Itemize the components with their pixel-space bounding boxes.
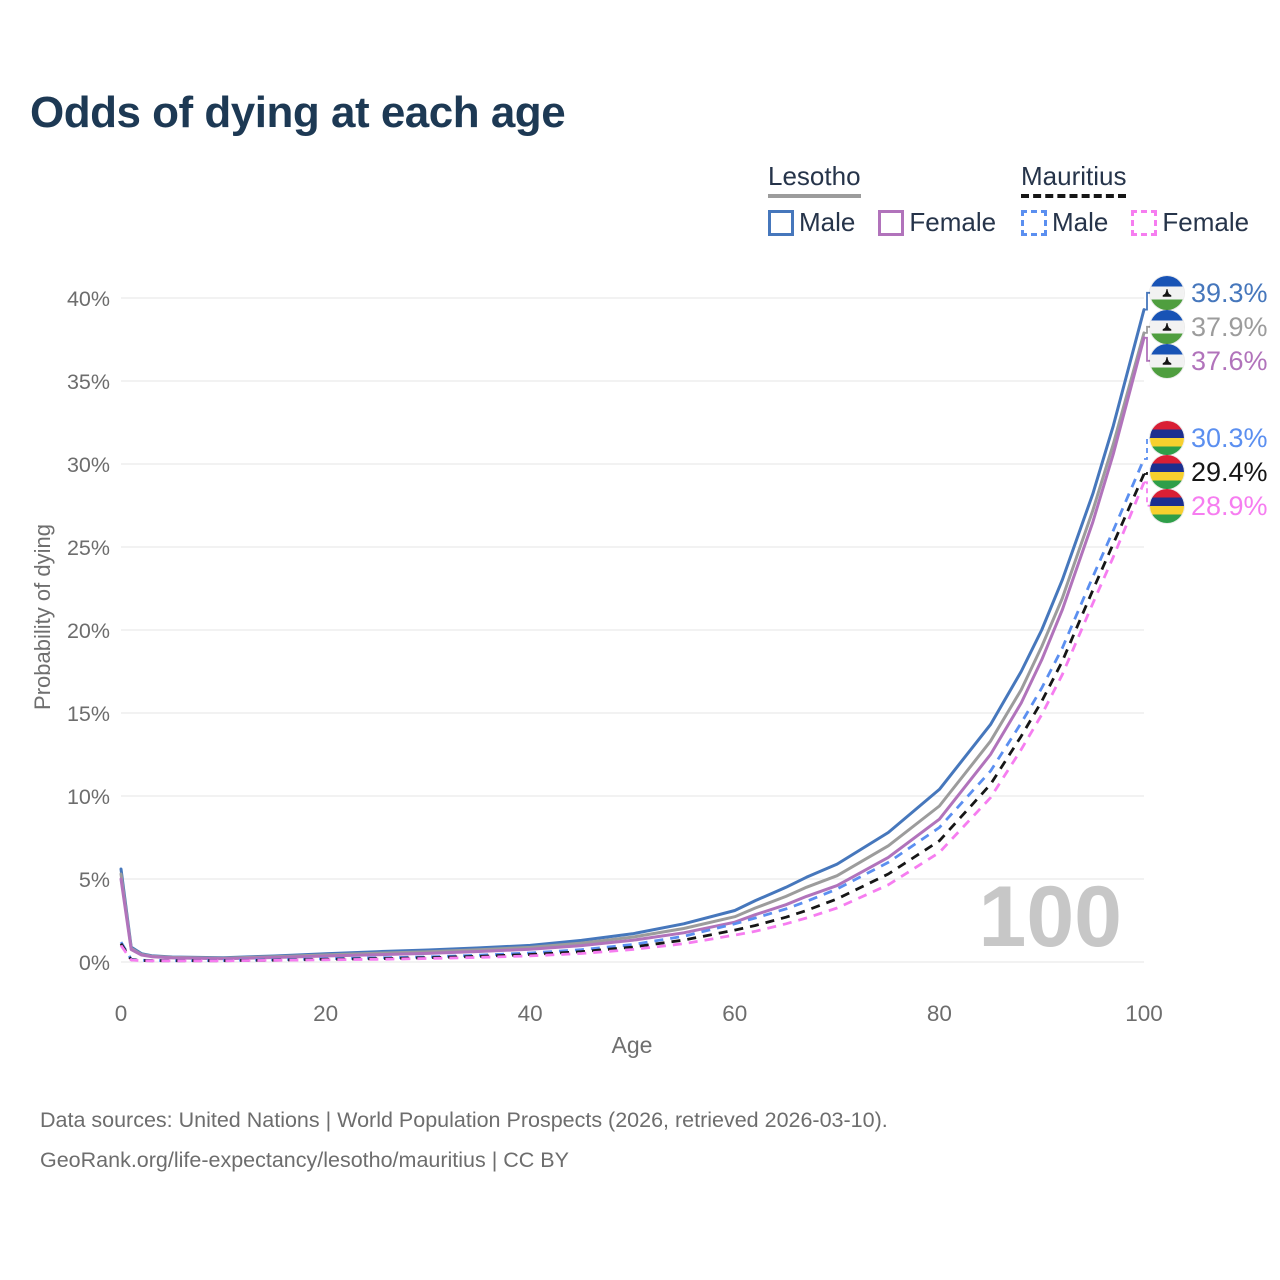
label-connector-lesotho-female xyxy=(1144,336,1151,362)
legend-swatch-lesotho-male[interactable] xyxy=(768,209,794,236)
label-connector-mauritius-both-sexes xyxy=(1144,470,1151,475)
legend-title-lesotho[interactable]: Lesotho xyxy=(768,161,861,198)
label-connector-lesotho-male xyxy=(1144,291,1151,311)
legend-label-mauritius-male[interactable]: Male xyxy=(1052,207,1109,237)
y-tick-label: 20% xyxy=(67,619,110,643)
legend-items-mauritius: Male Female xyxy=(1021,207,1249,238)
y-tick-label: 15% xyxy=(67,702,110,726)
legend-swatch-mauritius-male[interactable] xyxy=(1021,209,1047,236)
label-connector-mauritius-female xyxy=(1144,481,1151,507)
legend-group-mauritius: Mauritius Male Female xyxy=(1021,161,1249,238)
y-tick-label: 30% xyxy=(67,453,110,477)
y-tick-label: 5% xyxy=(79,868,110,892)
legend-group-lesotho: Lesotho Male Female xyxy=(768,161,996,238)
series-line-mauritius-male xyxy=(119,458,1146,963)
x-tick-label: 60 xyxy=(722,1001,747,1026)
label-connector-mauritius-male xyxy=(1144,436,1151,460)
attribution-line: GeoRank.org/life-expectancy/lesotho/maur… xyxy=(40,1148,569,1172)
y-tick-label: 40% xyxy=(67,287,110,311)
x-tick-label: 100 xyxy=(1125,1001,1163,1026)
age-watermark: 100 xyxy=(979,869,1123,965)
legend-label-lesotho-female[interactable]: Female xyxy=(909,207,997,237)
y-tick-label: 0% xyxy=(79,951,110,975)
legend-label-lesotho-male[interactable]: Male xyxy=(799,207,856,237)
y-tick-label: 35% xyxy=(67,370,110,394)
legend-swatch-lesotho-female[interactable] xyxy=(878,209,905,236)
x-tick-label: 20 xyxy=(313,1001,338,1026)
y-tick-label: 10% xyxy=(67,785,110,809)
series-line-lesotho-female xyxy=(119,336,1146,961)
x-tick-label: 0 xyxy=(115,1001,128,1026)
legend-swatch-mauritius-female[interactable] xyxy=(1131,209,1158,236)
x-tick-label: 80 xyxy=(927,1001,952,1026)
page-title: Odds of dying at each age xyxy=(30,88,566,137)
x-tick-label: 40 xyxy=(518,1001,543,1026)
legend-label-mauritius-female[interactable]: Female xyxy=(1162,207,1250,237)
x-axis-title: Age xyxy=(611,1032,653,1058)
data-source-line: Data sources: United Nations | World Pop… xyxy=(40,1108,888,1132)
series-line-mauritius-both-sexes xyxy=(119,473,1146,963)
legend-title-mauritius[interactable]: Mauritius xyxy=(1021,161,1127,198)
legend-items-lesotho: Male Female xyxy=(768,207,996,238)
y-axis-title: Probability of dying xyxy=(30,524,55,710)
series-line-lesotho-both-sexes xyxy=(119,331,1146,960)
label-connector-lesotho-both-sexes xyxy=(1144,325,1151,334)
y-tick-label: 25% xyxy=(67,536,110,560)
series-line-lesotho-male xyxy=(119,308,1146,960)
